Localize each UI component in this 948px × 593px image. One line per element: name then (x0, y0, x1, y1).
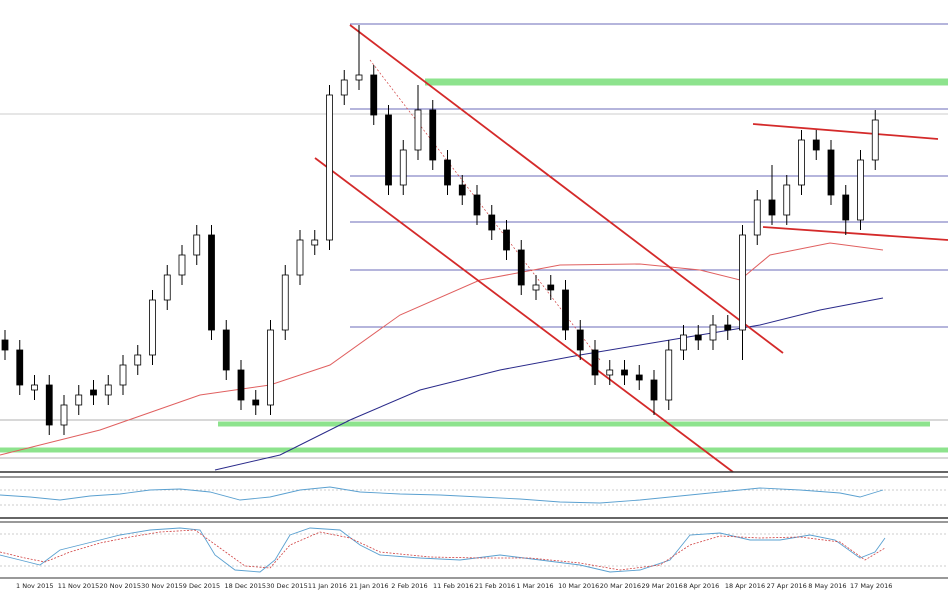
candle-body (193, 234, 201, 256)
x-tick-label: 20 Mar 2016 (600, 582, 641, 590)
candle-body (562, 289, 569, 331)
x-tick-label: 8 Apr 2016 (683, 582, 719, 590)
candle-body (1, 339, 9, 351)
candle-body (45, 384, 53, 426)
x-tick-label: 2 Feb 2016 (391, 582, 427, 590)
candle-body (222, 329, 230, 371)
candle-body (104, 384, 112, 396)
candle-body (252, 399, 260, 406)
stochastic-signal (0, 529, 886, 571)
candle-body (163, 274, 171, 301)
candle-body (857, 159, 864, 221)
candle-body (709, 324, 717, 341)
candle-body (31, 384, 38, 391)
candle-body (326, 94, 333, 241)
candle-body (532, 284, 540, 291)
candle-body (60, 404, 68, 426)
x-axis-labels: 1 Nov 2015 11 Nov 2015 20 Nov 2015 30 Nov 2… (16, 582, 892, 590)
candle-body (473, 194, 481, 216)
candle-body (296, 239, 304, 276)
candle-body (635, 374, 643, 381)
candle-body (429, 109, 437, 161)
x-tick-label: 1 Mar 2016 (516, 582, 553, 590)
candle-body (385, 114, 392, 186)
x-tick-label: 30 Nov 2015 (141, 582, 183, 590)
x-tick-label: 17 May 2016 (850, 582, 892, 590)
x-tick-label: 18 Dec 2015 (225, 582, 267, 590)
candle-body (134, 354, 142, 366)
candle-body (665, 349, 673, 401)
candle-body (842, 194, 850, 221)
candle-body (517, 249, 525, 286)
candle-body (724, 324, 732, 331)
x-tick-label: 21 Feb 2016 (475, 582, 515, 590)
x-tick-label: 20 Nov 2015 (99, 582, 141, 590)
candle-body (149, 299, 156, 356)
candle-body (458, 184, 466, 196)
candle-body (178, 254, 186, 276)
candle-body (576, 329, 584, 351)
candle-body (680, 334, 687, 351)
candle-body (119, 364, 127, 386)
candle-body (753, 199, 761, 236)
candle-body (444, 159, 451, 186)
candle-body (281, 274, 289, 331)
trend-line (314, 157, 734, 473)
candle-body (237, 369, 245, 401)
candle-body (414, 109, 422, 151)
candle-body (90, 389, 97, 396)
candle-body (547, 284, 555, 291)
candle-body (399, 149, 407, 186)
candle-body (75, 394, 83, 406)
candle-body (812, 139, 820, 151)
rsi-line (0, 486, 884, 504)
candle-body (311, 239, 319, 246)
trend-line (349, 24, 784, 354)
trend-line (752, 123, 939, 140)
candle-body (16, 349, 24, 386)
x-tick-label: 1 Nov 2015 (16, 582, 54, 590)
candle-body (694, 334, 702, 341)
candle-body (488, 214, 496, 231)
stochastic-main (0, 527, 886, 573)
candle-body (739, 234, 746, 331)
candle-body (208, 234, 215, 331)
x-tick-label: 27 Apr 2016 (767, 582, 807, 590)
x-tick-label: 18 Apr 2016 (725, 582, 765, 590)
x-tick-label: 8 May 2016 (808, 582, 846, 590)
x-tick-label: 11 Feb 2016 (433, 582, 473, 590)
x-tick-label: 30 Dec 2015 (266, 582, 308, 590)
candle-body (267, 329, 274, 406)
candle-body (340, 79, 348, 96)
candle-body (871, 119, 879, 161)
candle-body (503, 229, 510, 251)
candle-body (370, 74, 378, 116)
x-tick-label: 11 Nov 2015 (58, 582, 100, 590)
trend-line (762, 226, 948, 241)
indicator-panels (0, 471, 948, 579)
candle-body (768, 199, 776, 216)
candle-body (798, 139, 805, 186)
candle-body (827, 149, 835, 196)
candles (1, 25, 879, 435)
x-tick-label: 11 Jan 2016 (308, 582, 347, 590)
candle-body (606, 369, 614, 376)
candle-body (783, 184, 791, 216)
candle-body (591, 349, 599, 376)
x-tick-label: 10 Mar 2016 (558, 582, 599, 590)
candle-body (621, 369, 628, 376)
candle-body (355, 74, 363, 81)
x-tick-label: 21 Jan 2016 (350, 582, 389, 590)
x-tick-label: 29 Mar 2016 (642, 582, 683, 590)
candle-body (650, 379, 658, 401)
x-tick-label: 9 Dec 2015 (183, 582, 220, 590)
trend-line (369, 59, 601, 361)
